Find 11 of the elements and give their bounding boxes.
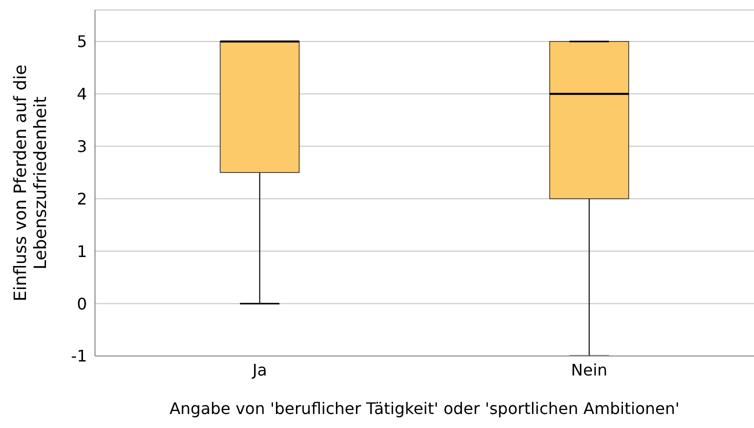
y-tick-label: 2 <box>76 189 87 208</box>
y-tick-label: 4 <box>76 84 87 104</box>
y-tick-label: 1 <box>76 242 87 261</box>
y-tick-label: 0 <box>76 294 87 314</box>
y-tick-label: 3 <box>76 136 87 156</box>
y-tick-label: -1 <box>71 346 87 366</box>
x-tick-label: Nein <box>571 360 608 380</box>
y-axis-title: Einfluss von Pferden auf die Lebenszufriedenheit <box>11 64 51 302</box>
x-tick-label: Ja <box>251 360 268 380</box>
y-tick-label: 5 <box>76 32 87 52</box>
x-axis-title: Angabe von 'beruflicher Tätigkeit' oder 'sportlichen Ambitionen' <box>169 399 680 418</box>
